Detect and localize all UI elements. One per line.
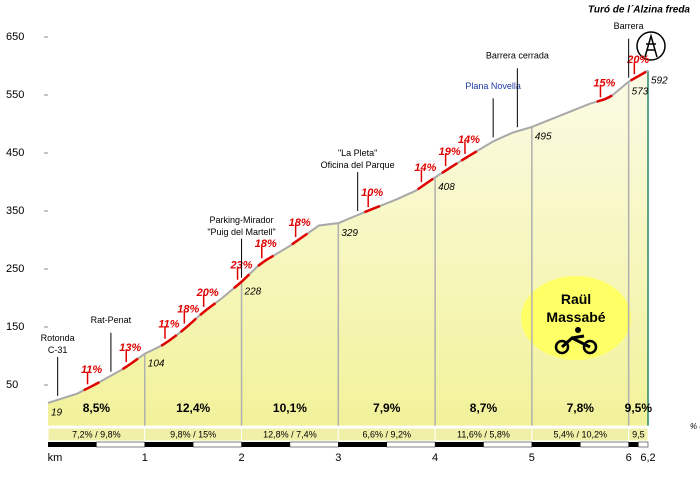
elevation-label: 104 — [148, 358, 165, 369]
ramp — [121, 357, 139, 371]
km-bar-b — [289, 441, 339, 448]
ramp-label: 15% — [593, 77, 615, 89]
x-tick-label: 1 — [142, 452, 148, 464]
km-bar-b — [386, 441, 436, 448]
annotation: Barrera cerrada — [486, 51, 549, 61]
segment-split: 6,6% / 9,2% — [362, 429, 411, 439]
km-bar-b — [580, 441, 629, 448]
x-axis-label: km — [48, 452, 63, 464]
segment-split: 7,2% / 9,8% — [72, 429, 121, 439]
elevation-label: 592 — [651, 75, 668, 86]
y-tick-label: 550 — [6, 89, 24, 101]
ramp — [83, 381, 100, 392]
segment-split: 11,6% / 5,8% — [457, 429, 510, 439]
elevation-label: 573 — [632, 86, 649, 97]
annotation: Parking-Mirador "Puig del Martell" — [207, 215, 275, 237]
km-bar-a — [628, 442, 639, 447]
y-tick-label: 350 — [6, 205, 24, 217]
km-bar-b — [483, 441, 533, 448]
ramp-label: 11% — [158, 319, 179, 331]
y-tick-label: 250 — [6, 263, 24, 275]
annotation: Plana Novella — [465, 81, 521, 91]
annotation: Barrera — [614, 21, 644, 31]
ramp-label: 18% — [177, 303, 199, 315]
ramp-label: 10% — [361, 187, 383, 199]
elevation-label: 19 — [51, 408, 63, 419]
km-bar-b — [192, 441, 242, 448]
segment-grade: 12,4% — [176, 401, 210, 415]
logo-ellipse — [521, 276, 631, 360]
split-note: % cada 500 m. — [690, 422, 700, 431]
x-tick-label: 6,2 — [640, 452, 655, 464]
ramp-label: 14% — [414, 162, 436, 174]
ramp — [179, 317, 197, 334]
ramp-label: 19% — [439, 146, 461, 158]
segment-split: 9,8% / 15% — [170, 429, 216, 439]
km-bar-a — [338, 442, 387, 447]
ramp — [199, 302, 217, 317]
ramp-label: 18% — [255, 238, 277, 250]
elevation-label: 228 — [244, 286, 262, 297]
ramp-label: 14% — [458, 134, 480, 146]
ramp — [416, 177, 434, 191]
x-tick-label: 6 — [626, 452, 632, 464]
ramp — [291, 232, 309, 246]
summit-icon — [636, 31, 666, 61]
x-tick-label: 4 — [432, 452, 438, 464]
ramp-label: 20% — [196, 287, 219, 299]
annotation: "La Pleta" Oficina del Parque — [321, 148, 395, 170]
chart-title: Turó de l´Alzina freda — [588, 5, 690, 16]
ramp-label: 18% — [289, 217, 311, 229]
segment-grade: 10,1% — [273, 401, 307, 415]
x-tick-label: 5 — [529, 452, 535, 464]
km-bar-a — [435, 442, 484, 447]
segment-split: 9,5 — [632, 429, 645, 439]
segment-grade: 7,9% — [373, 401, 401, 415]
annotation: Rotonda C-31 — [41, 333, 75, 355]
segment-split: 12,8% / 7,4% — [263, 429, 317, 439]
ramp — [257, 254, 275, 267]
ramp — [233, 273, 251, 290]
annotation: Rat-Penat — [91, 315, 132, 325]
ramp-label: 13% — [119, 342, 141, 354]
segment-grade: 9,5% — [625, 401, 653, 415]
y-tick-label: 50 — [6, 379, 18, 391]
elevation-label: 329 — [341, 228, 358, 239]
segment-grade: 8,5% — [83, 401, 111, 415]
split-band — [628, 427, 649, 442]
ramp — [363, 204, 381, 214]
profile-area — [48, 70, 648, 426]
ramp — [160, 333, 178, 347]
km-bar-b — [96, 441, 146, 448]
author-name: Raül Massabé — [546, 291, 605, 325]
x-tick-label: 3 — [335, 452, 341, 464]
ramp-label: 20% — [626, 54, 649, 66]
ramp — [596, 94, 613, 103]
y-tick-label: 150 — [6, 321, 24, 333]
km-bar-b — [638, 441, 649, 448]
elevation-label: 495 — [535, 132, 552, 143]
km-bar-a — [531, 442, 581, 447]
ramp-label: 11% — [81, 364, 102, 376]
segment-split: 5,4% / 10,2% — [553, 429, 607, 439]
segment-grade: 8,7% — [470, 401, 498, 415]
ramp — [629, 70, 647, 82]
x-tick-label: 2 — [238, 452, 244, 464]
km-bar-a — [241, 442, 290, 447]
segment-grade: 7,8% — [567, 401, 595, 415]
km-bar-a — [144, 442, 194, 447]
author-logo — [521, 276, 631, 360]
y-tick-label: 450 — [6, 147, 24, 159]
elevation-label: 408 — [438, 182, 455, 193]
ramp — [441, 162, 459, 175]
y-tick-label: 650 — [6, 31, 24, 43]
km-bar-a — [48, 442, 97, 447]
ramp — [460, 150, 478, 162]
profile-line — [47, 69, 649, 404]
